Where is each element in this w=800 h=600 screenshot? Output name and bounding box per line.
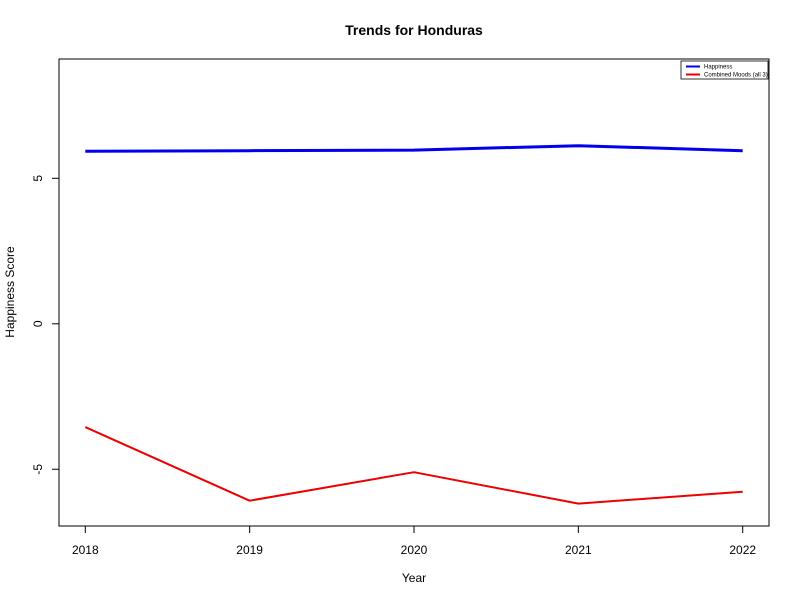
y-tick-label: 0 [31,320,45,327]
series-line-1 [85,144,743,153]
legend-label-1: Happiness [704,65,732,71]
y-axis: -5 0 5 [31,175,60,475]
series-layer [84,144,743,505]
y-axis-label: Happiness Score [3,246,17,338]
legend: Happiness Combined Moods (all 3) [680,60,769,80]
y-tick-label: -5 [31,464,45,475]
legend-box [680,60,769,80]
plot-area [58,58,770,527]
x-axis: 2018 2019 2020 2021 2022 [72,525,756,557]
legend-label-2: Combined Moods (all 3) [704,73,768,79]
x-tick-label: 2021 [565,543,592,557]
x-tick-label: 2020 [401,543,428,557]
y-tick-label: 5 [31,175,45,182]
x-tick-label: 2019 [236,543,263,557]
x-axis-label: Year [402,571,426,585]
x-tick-label: 2022 [729,543,756,557]
series-line-2 [84,426,743,505]
x-tick-label: 2018 [72,543,99,557]
chart-title: Trends for Honduras [345,22,483,38]
